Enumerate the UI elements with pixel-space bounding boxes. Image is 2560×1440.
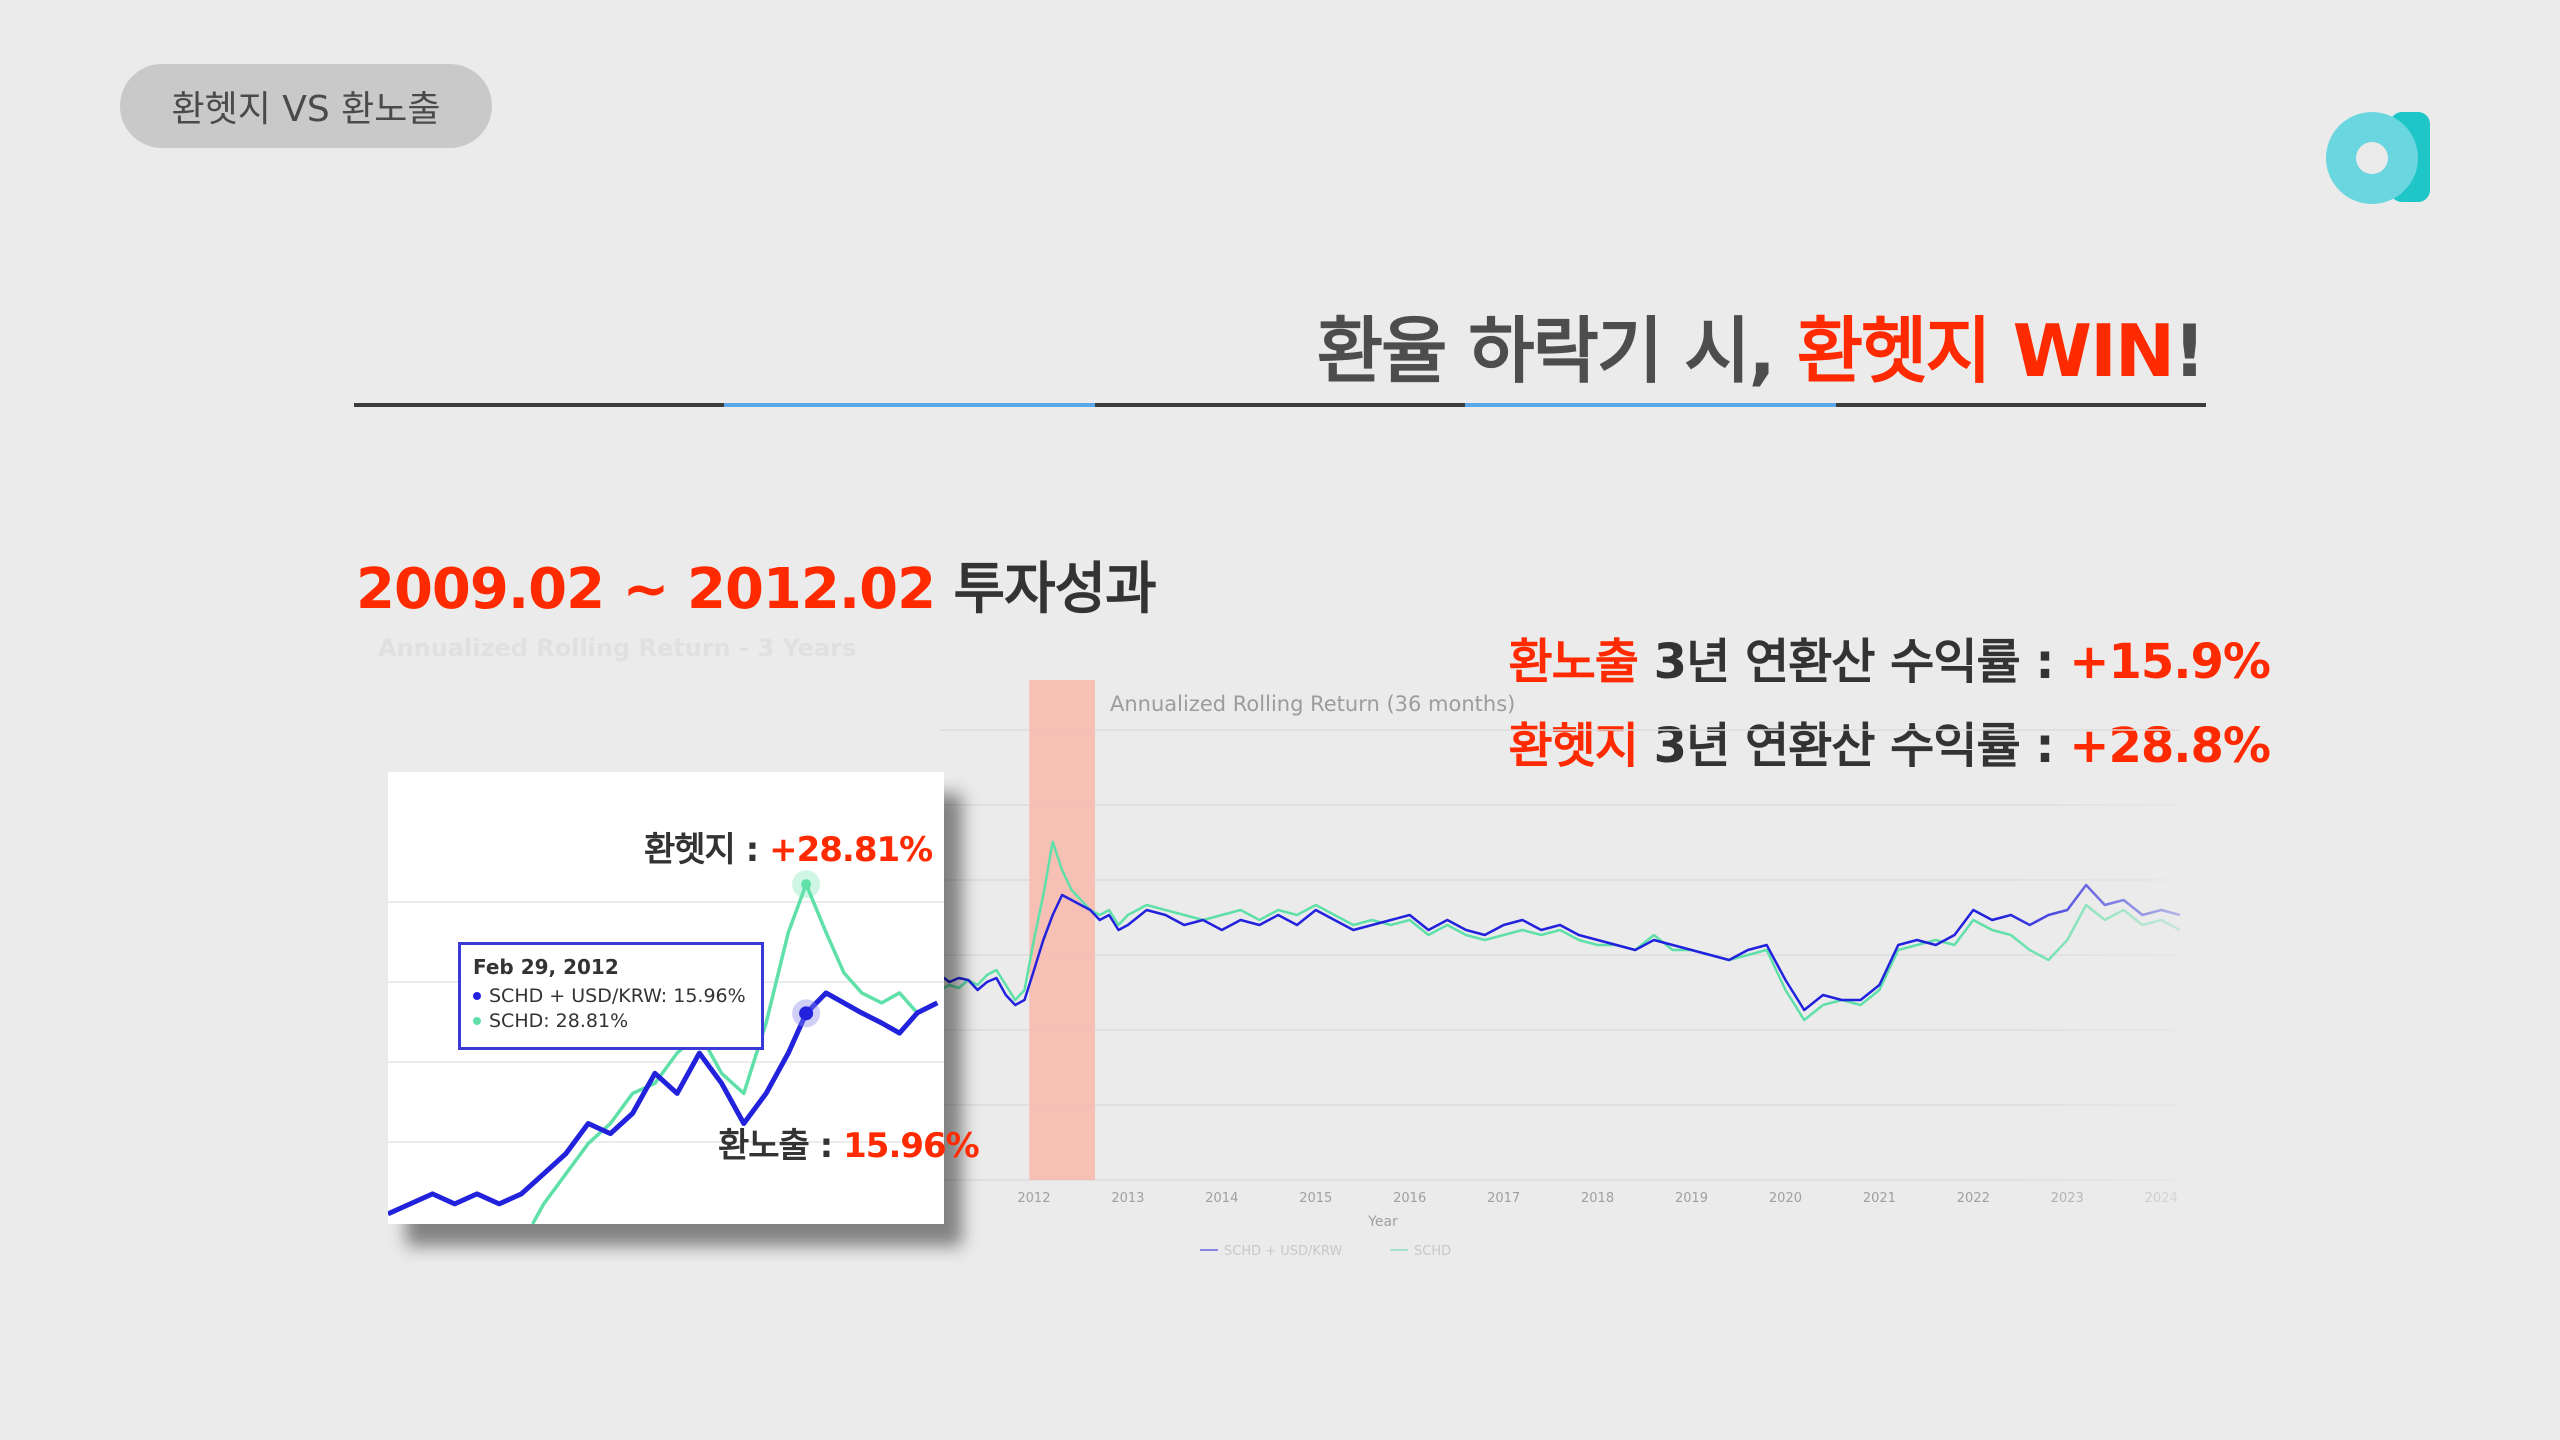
x-tick-label: 2018 [1581, 1191, 1614, 1206]
main-chart-svg: 2012 2013 2014 2015 2016 2017 2018 2019 2020 2021… [939, 680, 2181, 1259]
inset-hover-point-schd [801, 879, 812, 890]
headline: 환율 하락기 시, 환헷지 WIN! [1316, 309, 2206, 393]
x-tick-label: 2022 [1957, 1191, 1990, 1206]
tooltip-date: Feb 29, 2012 [473, 955, 619, 979]
hedge-label: 환헷지 : +28.81% [644, 830, 933, 870]
brand-logo-icon [2326, 112, 2430, 204]
x-tick-label: 2014 [1205, 1191, 1238, 1206]
x-tick-label: 2012 [1017, 1191, 1050, 1206]
x-tick-label: 2015 [1299, 1191, 1332, 1206]
x-tick-label: 2019 [1675, 1191, 1708, 1206]
headline-divider [354, 403, 2207, 407]
inset-hover-point-usd [799, 1006, 814, 1021]
x-tick-label: 2023 [2051, 1191, 2084, 1206]
legend-label: SCHD + USD/KRW [1224, 1244, 1342, 1259]
x-tick-label: 2017 [1487, 1191, 1520, 1206]
chart-title: Annualized Rolling Return (36 months) [1110, 692, 1516, 716]
x-tick-label: 2016 [1393, 1191, 1426, 1206]
inset-chart-svg [388, 870, 944, 1224]
performance-exposed: 환노출 3년 연환산 수익률 : +15.9% [1508, 634, 2271, 690]
inset-chart: Feb 29, 2012 SCHD + USD/KRW: 15.96% SCHD… [388, 772, 944, 1224]
tooltip-row-schd: SCHD: 28.81% [473, 1010, 749, 1032]
faded-chart-title: Annualized Rolling Return - 3 Years [378, 634, 857, 662]
chart-tooltip: Feb 29, 2012 SCHD + USD/KRW: 15.96% SCHD… [458, 942, 764, 1050]
x-tick-label: 2020 [1769, 1191, 1802, 1206]
performance-hedged: 환헷지 3년 연환산 수익률 : +28.8% [1508, 718, 2271, 774]
legend-label: SCHD [1414, 1244, 1451, 1259]
x-tick-label: 2024 [2145, 1191, 2178, 1206]
x-tick-label: 2013 [1111, 1191, 1144, 1206]
period-title: 2009.02 ~ 2012.02 투자성과 [356, 557, 1157, 622]
series-line-usd-krw [939, 883, 2181, 1012]
x-axis-label: Year [1367, 1214, 1398, 1230]
x-tick-label: 2021 [1863, 1191, 1896, 1206]
series-line-schd [939, 840, 2181, 1022]
inset-series-schd [531, 882, 939, 1224]
section-tag: 환헷지 VS 환노출 [120, 64, 492, 148]
exposed-label: 환노출 : 15.96% [718, 1126, 980, 1166]
highlight-band [1029, 680, 1095, 1180]
inset-series-usd-krw [388, 990, 939, 1217]
tooltip-row-usd: SCHD + USD/KRW: 15.96% [473, 985, 749, 1007]
